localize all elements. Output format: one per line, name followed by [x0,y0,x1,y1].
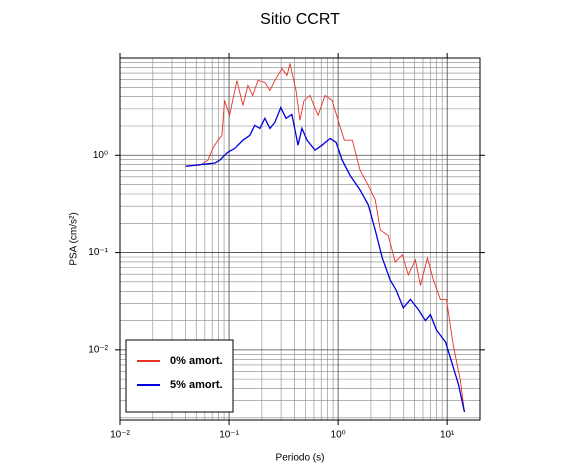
y-tick-label: 10⁰ [93,150,108,161]
series-line [185,63,465,412]
legend-label: 0% amort. [170,355,223,367]
plot-frame [119,57,481,421]
y-tick-label: 10⁻¹ [88,247,108,258]
x-tick-label: 10¹ [440,430,455,441]
x-axis-label: Periodo (s) [276,453,325,464]
legend: 0% amort. 5% amort. [125,339,234,413]
legend-box [125,339,234,413]
y-tick-label: 10⁻² [88,344,108,355]
x-tick-label: 10⁻¹ [219,430,239,441]
chart-title: Sitio CCRT [260,11,340,28]
lines [185,63,466,413]
legend-label: 5% amort. [170,379,223,391]
x-tick-label: 10⁻² [110,430,130,441]
series-line [185,105,466,413]
y-axis-label: PSA (cm/s²) [69,212,80,265]
x-tick-label: 10⁰ [331,430,346,441]
